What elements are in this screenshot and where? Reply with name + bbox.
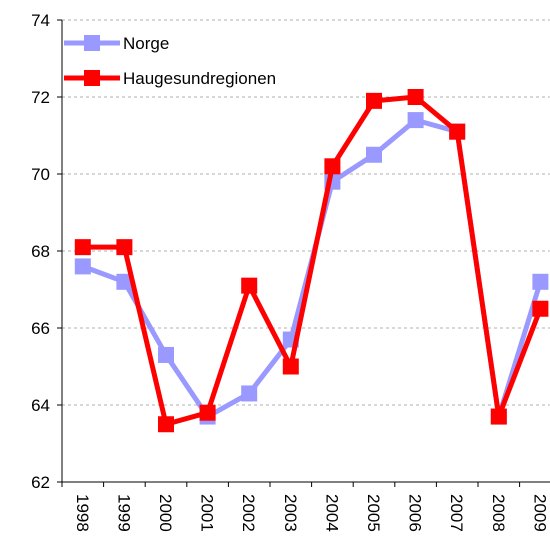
marker: [324, 158, 341, 175]
x-tick-label: 2007: [447, 494, 466, 532]
marker: [532, 273, 549, 290]
marker: [241, 385, 258, 402]
marker: [199, 404, 216, 421]
marker: [116, 239, 133, 256]
y-tick-label: 68: [31, 242, 50, 261]
y-tick-label: 74: [31, 11, 50, 30]
marker: [407, 89, 424, 105]
legend-label: Norge: [123, 34, 169, 53]
x-tick-label: 2004: [322, 494, 341, 532]
marker: [158, 346, 174, 363]
legend-marker: [84, 70, 100, 86]
x-tick-label: 2002: [239, 494, 258, 532]
y-tick-label: 62: [31, 473, 50, 492]
marker: [282, 358, 299, 375]
x-tick-label: 2009: [530, 494, 549, 532]
y-tick-label: 70: [31, 165, 50, 184]
legend-label: Haugesundregionen: [123, 69, 276, 88]
y-tick-label: 66: [31, 319, 50, 338]
y-tick-label: 64: [31, 396, 50, 415]
marker: [74, 239, 91, 256]
x-tick-label: 2001: [198, 494, 217, 532]
marker: [158, 416, 174, 433]
x-tick-label: 2000: [156, 494, 175, 532]
x-tick-label: 2006: [406, 494, 425, 532]
marker: [366, 146, 382, 163]
marker: [407, 112, 424, 129]
marker: [532, 300, 549, 317]
marker: [366, 92, 382, 109]
marker: [241, 277, 258, 294]
x-tick-label: 2003: [281, 494, 300, 532]
marker: [490, 408, 507, 425]
legend-marker: [84, 35, 100, 51]
series-line: [82, 94, 543, 427]
y-tick-label: 72: [31, 88, 50, 107]
marker: [116, 273, 133, 290]
x-tick-label: 2008: [489, 494, 508, 532]
x-tick-label: 2005: [364, 494, 383, 532]
x-tick-label: 1999: [114, 494, 133, 532]
marker: [74, 258, 91, 275]
marker: [449, 123, 466, 140]
x-tick-label: 1998: [73, 494, 92, 532]
